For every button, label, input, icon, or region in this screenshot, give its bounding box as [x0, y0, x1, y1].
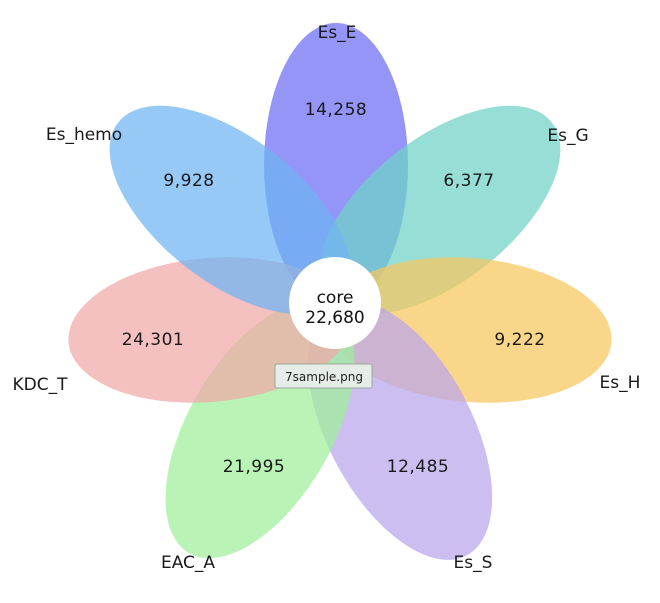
petal-value-es-e: 14,258: [305, 100, 367, 120]
petal-value-kdc-t: 24,301: [122, 330, 184, 350]
petal-label-es-hemo: Es_hemo: [46, 125, 122, 145]
petal-value-es-g: 6,377: [443, 171, 494, 191]
core-circle: [289, 257, 381, 349]
petal-label-es-e: Es_E: [318, 23, 357, 43]
petals-layer: [68, 23, 612, 560]
tooltip-text: 7sample.png: [285, 370, 363, 384]
tooltip: 7sample.png: [274, 363, 373, 389]
petal-es-hemo: [109, 105, 351, 315]
petal-value-eac-a: 21,995: [223, 457, 285, 477]
labels-layer: 14,258 Es_E 6,377 Es_G 9,222 Es_H 12,485 Es_S 21…: [13, 23, 641, 573]
tooltip-box: [274, 363, 373, 389]
petal-label-kdc-t: KDC_T: [13, 375, 69, 395]
core-layer: core 22,680: [289, 257, 381, 349]
petal-value-es-hemo: 9,928: [163, 171, 214, 191]
petal-value-es-s: 12,485: [387, 457, 449, 477]
petal-label-es-g: Es_G: [547, 126, 588, 146]
petal-label-es-s: Es_S: [454, 553, 493, 573]
petal-label-eac-a: EAC_A: [161, 553, 215, 573]
core-value: 22,680: [305, 308, 364, 328]
petal-label-es-h: Es_H: [600, 373, 641, 393]
petal-value-es-h: 9,222: [494, 330, 545, 350]
petal-es-g: [319, 105, 561, 315]
core-label: core: [317, 288, 354, 308]
